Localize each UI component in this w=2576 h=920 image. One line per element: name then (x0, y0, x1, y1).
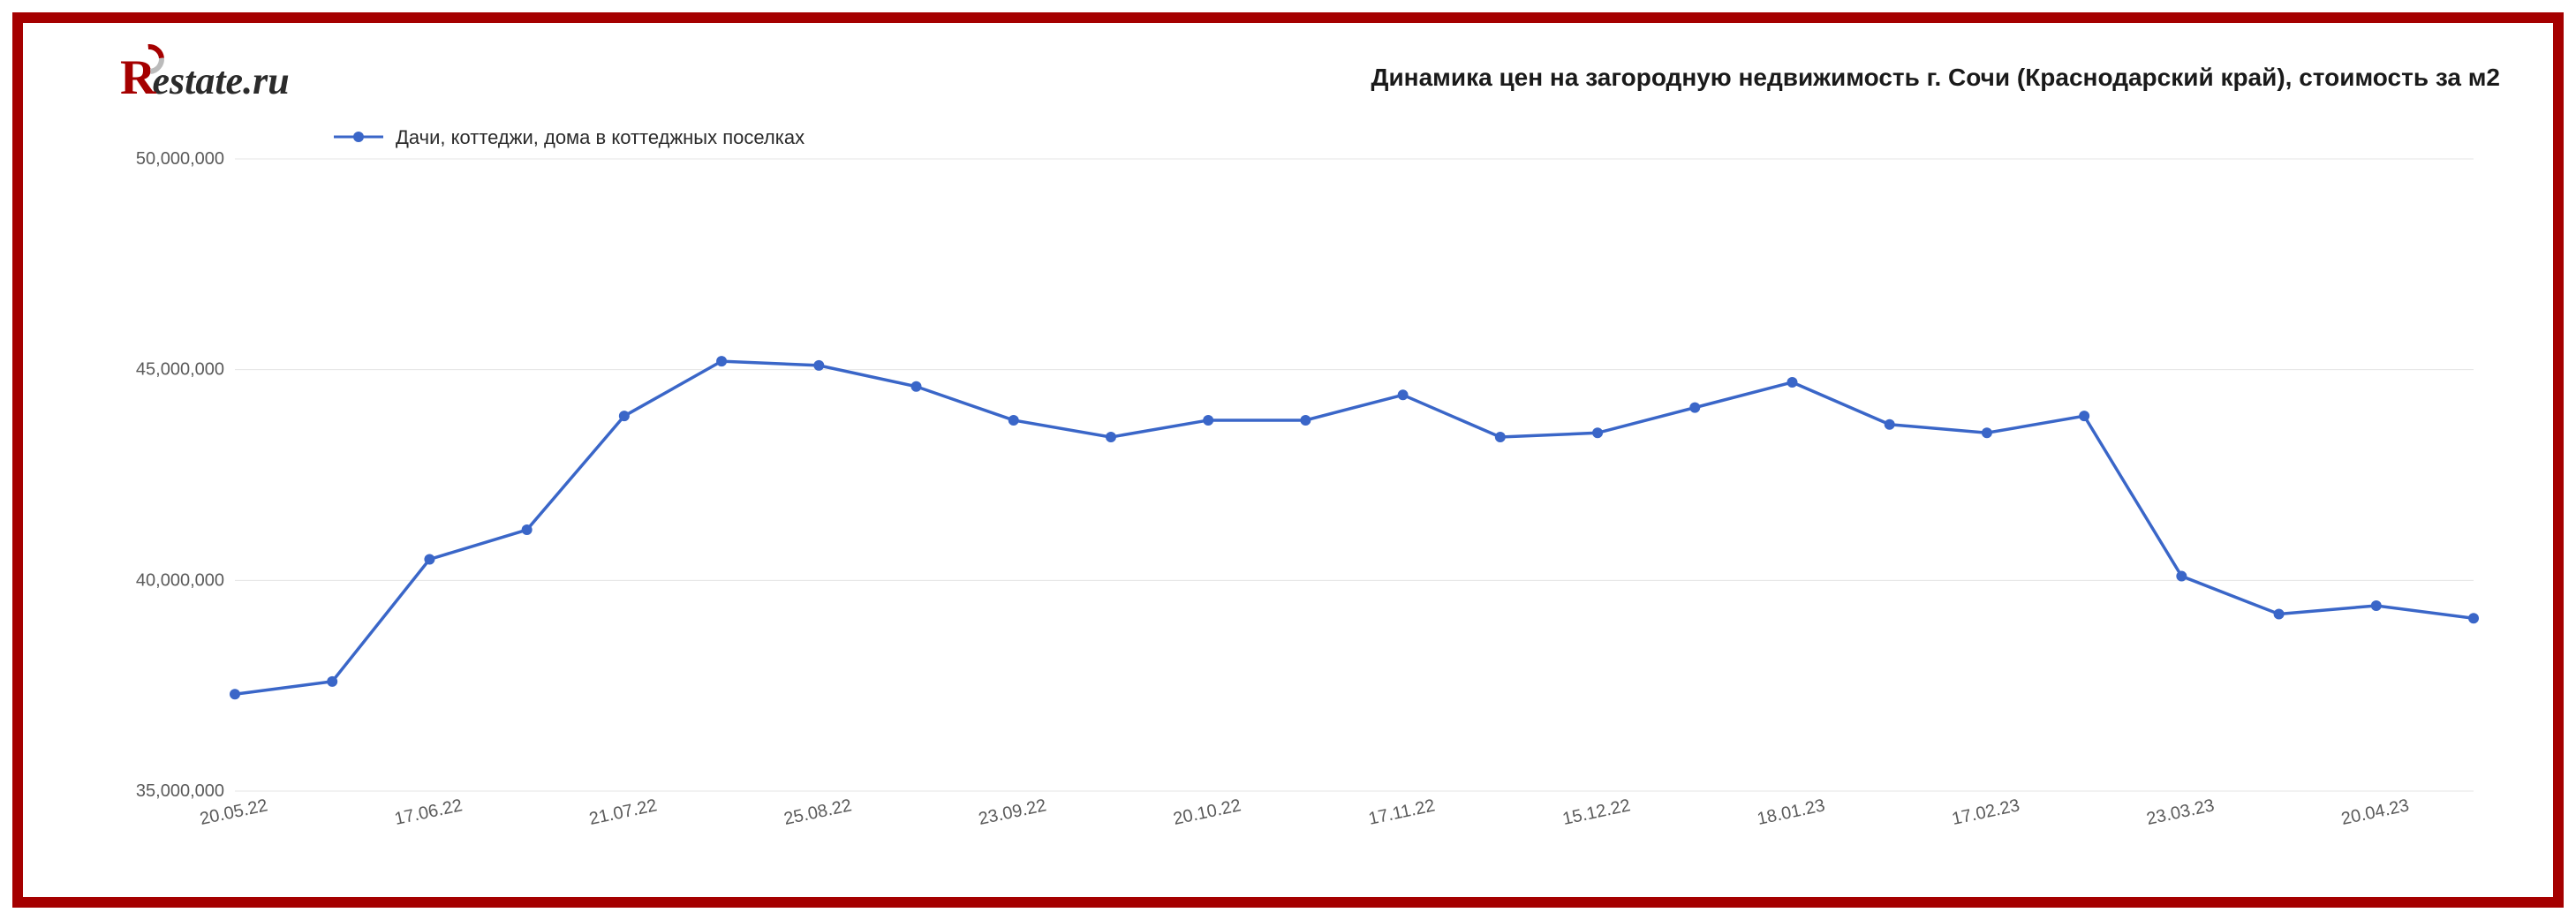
data-point (619, 411, 630, 421)
data-point (1982, 427, 1992, 438)
x-tick-label: 23.03.23 (2145, 796, 2217, 829)
data-point (424, 554, 434, 564)
logo-text: estate.ru (152, 58, 289, 103)
x-tick-label: 20.04.23 (2339, 796, 2411, 829)
data-point (716, 356, 727, 366)
legend-marker-icon (353, 132, 364, 142)
data-point (1592, 427, 1603, 438)
line-chart: 35,000,000 40,000,000 45,000,000 50,000,000… (120, 115, 2500, 871)
data-point (1689, 403, 1700, 413)
x-tick-label: 18.01.23 (1756, 796, 1827, 829)
chart-title: Динамика цен на загородную недвижимость … (343, 64, 2500, 92)
data-point (1398, 389, 1409, 400)
data-point (1495, 432, 1506, 442)
data-point (1300, 415, 1311, 426)
y-tick-label: 35,000,000 (136, 781, 224, 801)
data-point (1008, 415, 1019, 426)
x-tick-label: 17.11.22 (1367, 796, 1437, 828)
x-tick-label: 17.06.22 (393, 796, 465, 829)
data-point (230, 689, 240, 699)
logo-r-icon: R (120, 49, 155, 106)
x-tick-label: 25.08.22 (782, 796, 854, 829)
data-point (2274, 609, 2285, 620)
x-tick-label: 20.10.22 (1172, 796, 1243, 829)
data-point (1885, 419, 1895, 430)
x-tick-label: 23.09.22 (977, 796, 1048, 829)
data-point (813, 360, 824, 371)
x-tick-label: 17.02.23 (1950, 796, 2021, 829)
series-line (235, 361, 2474, 694)
data-point (522, 524, 533, 535)
legend-label: Дачи, коттеджи, дома в коттеджных поселк… (396, 126, 805, 148)
chart-frame: Restate.ru Динамика цен на загородную не… (12, 12, 2564, 908)
data-point (911, 381, 922, 392)
data-point (327, 676, 337, 687)
header: Restate.ru Динамика цен на загородную не… (120, 49, 2500, 106)
data-point (2371, 600, 2382, 611)
y-tick-label: 40,000,000 (136, 570, 224, 590)
logo: Restate.ru (120, 49, 290, 106)
x-tick-label: 21.07.22 (587, 796, 659, 829)
data-point (1203, 415, 1213, 426)
data-point (1787, 377, 1797, 388)
data-point (2079, 411, 2089, 421)
y-tick-label: 45,000,000 (136, 360, 224, 380)
data-point (2176, 571, 2187, 582)
data-point (1106, 432, 1116, 442)
y-tick-label: 50,000,000 (136, 149, 224, 169)
x-tick-label: 15.12.22 (1560, 796, 1632, 829)
data-point (2468, 613, 2479, 623)
